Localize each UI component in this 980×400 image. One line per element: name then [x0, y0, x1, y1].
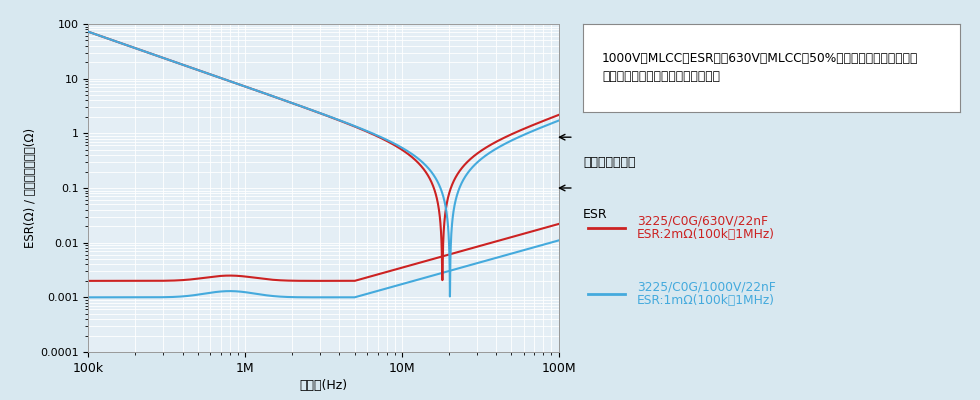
X-axis label: 周波数(Hz): 周波数(Hz) — [299, 379, 348, 392]
Text: 3225/C0G/1000V/22nF: 3225/C0G/1000V/22nF — [637, 280, 776, 293]
Text: 1000V・MLCCのESRは、630V・MLCCの50%と低く、共振コンデンサ
の大幅な員数削減を可能にします。: 1000V・MLCCのESRは、630V・MLCCの50%と低く、共振コンデンサ… — [602, 52, 918, 84]
Text: 3225/C0G/630V/22nF: 3225/C0G/630V/22nF — [637, 214, 768, 227]
Text: ESR:1mΩ(100k～1MHz): ESR:1mΩ(100k～1MHz) — [637, 294, 775, 306]
Text: インピーダンス: インピーダンス — [583, 156, 636, 168]
Text: ESR:2mΩ(100k～1MHz): ESR:2mΩ(100k～1MHz) — [637, 228, 775, 240]
Y-axis label: ESR(Ω) / インピーダンス(Ω): ESR(Ω) / インピーダンス(Ω) — [24, 128, 37, 248]
Text: ESR: ESR — [583, 208, 608, 220]
